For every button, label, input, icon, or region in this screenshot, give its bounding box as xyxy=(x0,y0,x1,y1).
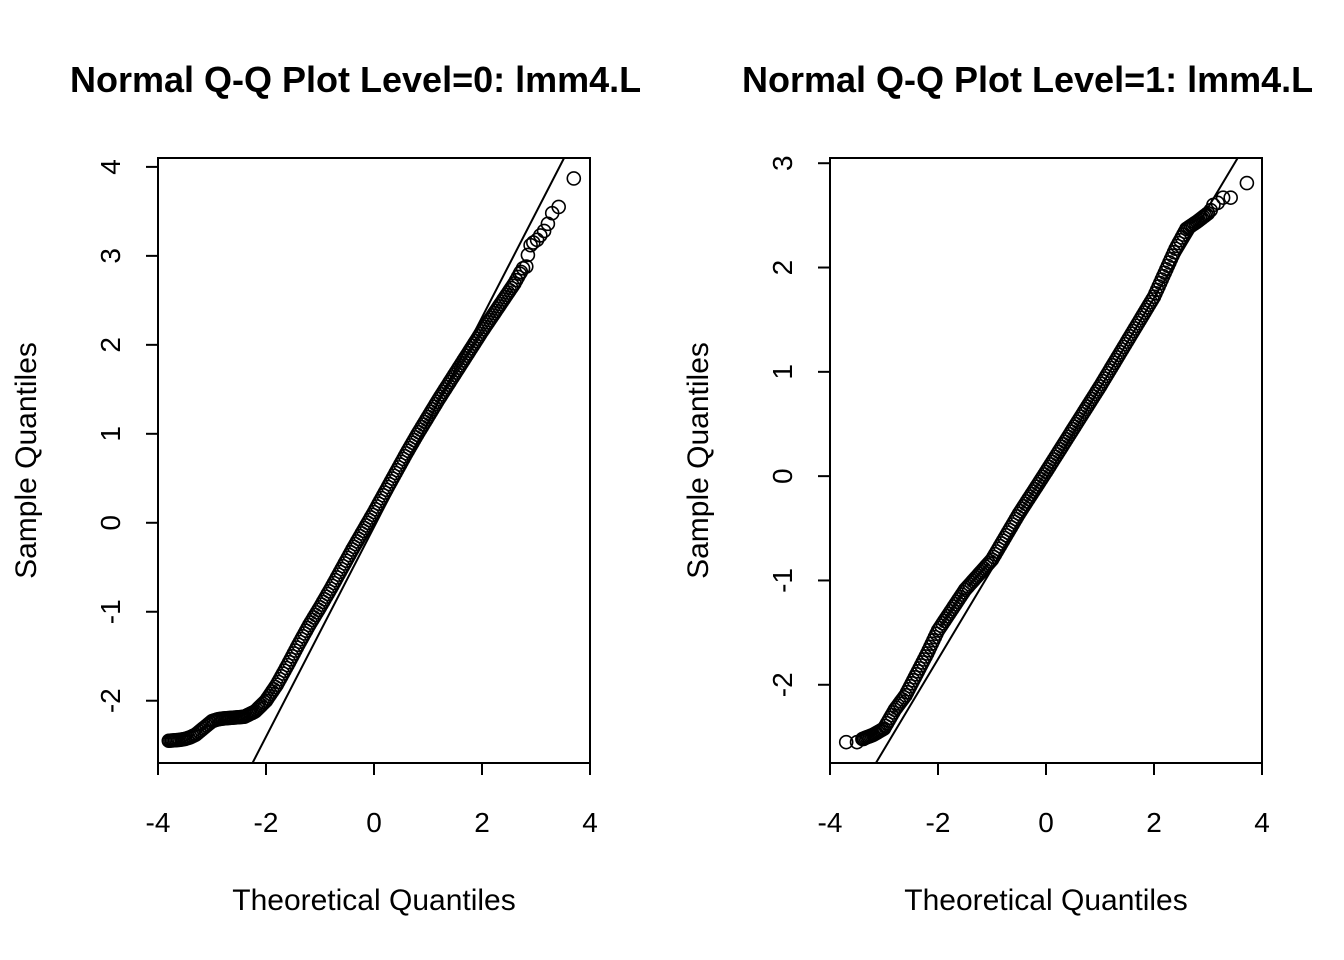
y-tick-label: 1 xyxy=(767,364,798,380)
y-tick-label: 4 xyxy=(95,159,126,175)
y-tick-label: 0 xyxy=(95,515,126,531)
qq-point xyxy=(849,734,865,750)
x-tick-label: -2 xyxy=(926,807,951,838)
y-tick-label: -1 xyxy=(95,599,126,624)
x-tick-label: 0 xyxy=(1038,807,1054,838)
x-tick-label: 2 xyxy=(474,807,490,838)
qq-point xyxy=(838,734,854,750)
x-tick-label: -4 xyxy=(146,807,171,838)
y-axis-label: Sample Quantiles xyxy=(682,342,715,579)
qq-point xyxy=(536,223,552,239)
qq-point xyxy=(1223,190,1238,205)
chart-title: Normal Q-Q Plot Level=1: lmm4.L xyxy=(742,59,1313,100)
x-axis-label: Theoretical Quantiles xyxy=(904,884,1187,917)
chart-title: Normal Q-Q Plot Level=0: lmm4.L xyxy=(70,59,641,100)
y-tick-label: 2 xyxy=(95,337,126,353)
qq-panel-1: Normal Q-Q Plot Level=1: lmm4.L Theoretic… xyxy=(682,59,1313,917)
qq-point xyxy=(551,199,566,215)
qq-point xyxy=(1239,175,1255,191)
x-tick-label: -2 xyxy=(254,807,279,838)
qq-point xyxy=(1199,207,1214,222)
y-tick-label: 3 xyxy=(767,155,798,171)
y-tick-label: 1 xyxy=(95,426,126,442)
qq-point xyxy=(1210,195,1226,211)
qq-points xyxy=(838,175,1255,750)
x-axis-label: Theoretical Quantiles xyxy=(232,884,515,917)
qq-point xyxy=(1215,190,1231,205)
qq-point xyxy=(518,259,534,274)
qq-points xyxy=(161,171,582,749)
qq-point xyxy=(1200,205,1216,221)
qq-point xyxy=(529,232,545,248)
y-tick-label: 3 xyxy=(95,248,126,264)
y-tick-label: -2 xyxy=(95,688,126,713)
qq-point xyxy=(856,731,871,747)
x-tick-label: -4 xyxy=(818,807,843,838)
y-tick-label: 0 xyxy=(767,468,798,484)
y-tick-label: -1 xyxy=(767,568,798,593)
qq-point xyxy=(533,228,548,243)
x-tick-label: 4 xyxy=(1254,807,1270,838)
qq-point xyxy=(566,171,582,186)
qq-point xyxy=(520,247,536,263)
qq-point xyxy=(513,264,529,280)
y-tick-label: 2 xyxy=(767,260,798,276)
qq-panel-0: Normal Q-Q Plot Level=0: lmm4.L Theoretic… xyxy=(10,59,641,917)
y-axis-label: Sample Quantiles xyxy=(10,342,43,579)
x-tick-label: 0 xyxy=(366,807,382,838)
x-tick-label: 4 xyxy=(582,807,598,838)
x-tick-label: 2 xyxy=(1146,807,1162,838)
y-tick-label: -2 xyxy=(767,672,798,697)
